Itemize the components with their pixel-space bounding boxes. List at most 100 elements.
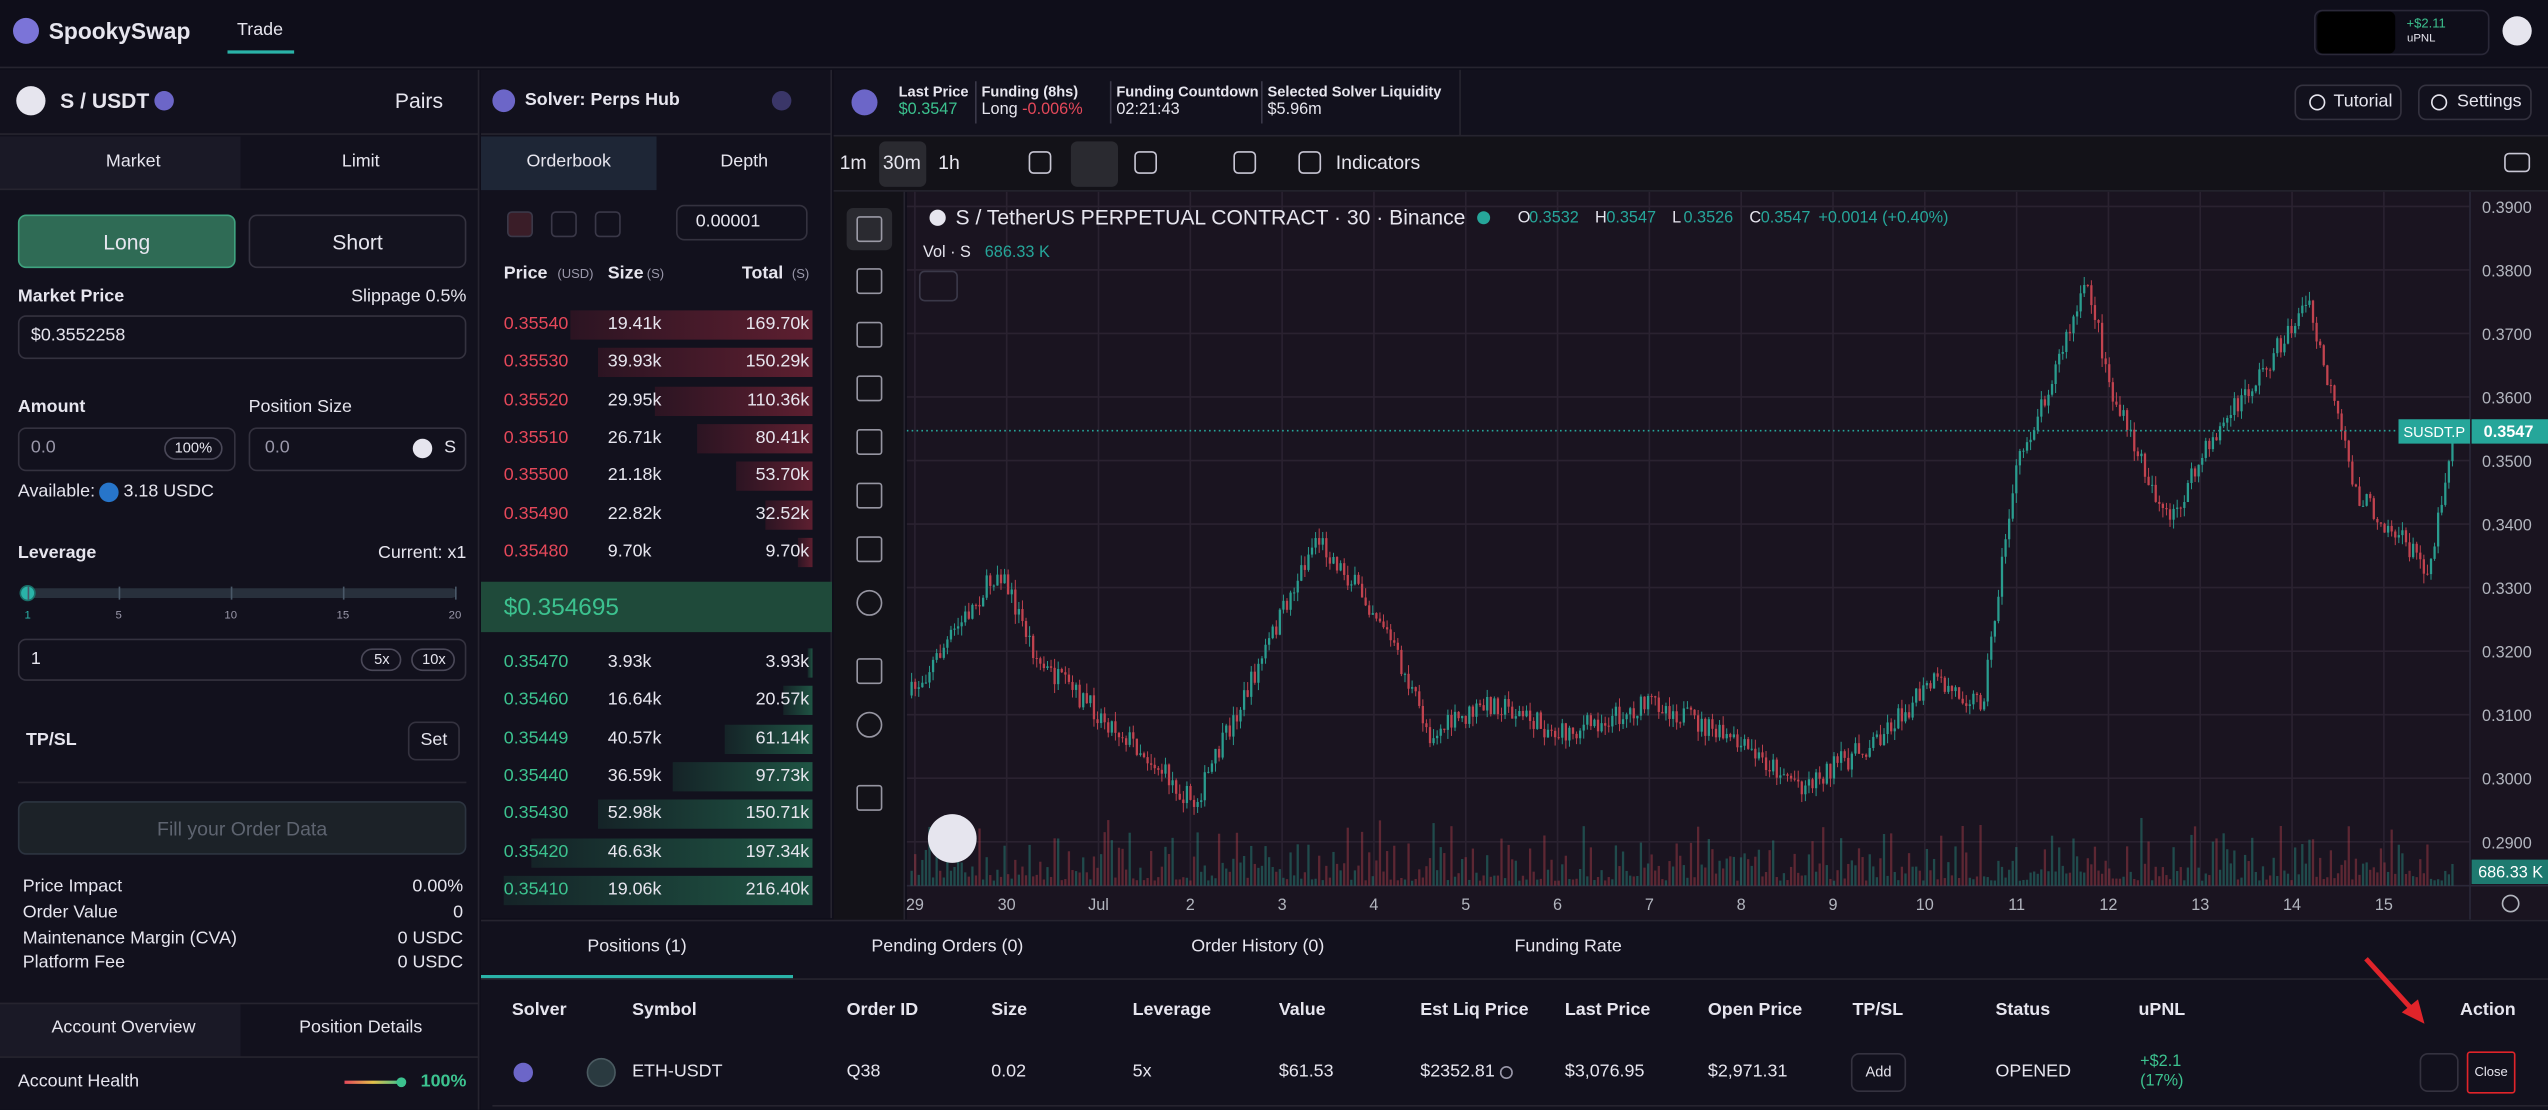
tool-icon[interactable]	[856, 321, 883, 348]
long-button[interactable]	[17, 214, 236, 269]
volume-bar	[1096, 867, 1099, 886]
volume-bar	[964, 872, 967, 886]
view-toggle[interactable]	[594, 211, 621, 238]
tick-size-select[interactable]	[676, 204, 808, 241]
candle-body	[1911, 702, 1914, 718]
positions-tab[interactable]: Order History (0)	[1191, 936, 1325, 957]
view-toggle[interactable]	[507, 211, 533, 238]
volume-bar	[1300, 878, 1303, 886]
available-label: Available:	[17, 481, 96, 502]
volume-bar	[1882, 834, 1886, 886]
tool-icon[interactable]	[856, 375, 883, 402]
slippage[interactable]: Slippage 0.5%	[351, 286, 467, 307]
details-tab[interactable]: Position Details	[299, 1018, 423, 1038]
row-symbol-icon	[586, 1057, 616, 1088]
chart-type-active[interactable]	[1070, 141, 1118, 187]
tool-icon[interactable]	[856, 784, 883, 811]
upnl-box[interactable]	[2314, 9, 2490, 56]
solver[interactable]: Solver: Perps Hub	[524, 90, 680, 110]
depth-bar	[673, 761, 813, 792]
leverage-track[interactable]	[27, 588, 457, 598]
summary-value: 0	[453, 902, 464, 922]
positions-tab[interactable]: Positions (1)	[587, 936, 687, 957]
ob-header: Total	[741, 264, 784, 284]
mid-row	[481, 581, 832, 633]
candle-body	[2172, 508, 2175, 520]
volume-bar	[2315, 876, 2318, 886]
candle-body	[1214, 748, 1217, 764]
volume-bar	[1221, 862, 1224, 886]
tool-icon[interactable]	[856, 589, 883, 616]
volume-bar	[2040, 869, 2043, 886]
tool-icon[interactable]	[856, 711, 883, 738]
interval[interactable]: 30m	[882, 151, 921, 174]
tool-icon[interactable]	[856, 482, 883, 509]
candle-body	[971, 604, 974, 619]
settings-button[interactable]	[2418, 84, 2532, 121]
add-tpsl-button[interactable]	[1850, 1053, 1907, 1092]
nav-trade[interactable]: Trade	[236, 20, 284, 40]
preset-5x[interactable]	[360, 648, 402, 672]
candle-body	[1915, 688, 1918, 703]
toolbar-icon[interactable]	[1298, 151, 1322, 174]
account-tab[interactable]: Account Overview	[51, 1018, 196, 1038]
toolbar-icon[interactable]	[1233, 151, 1257, 174]
candle-body	[1014, 589, 1017, 615]
price-chart[interactable]: 0.3900 0.3800 0.3700 0.3600 0.3500 0.3400 0.33…	[906, 191, 2548, 920]
cell-upnl: +$2.1	[2140, 1053, 2182, 1071]
volume-bar	[1596, 877, 1600, 886]
tool-icon[interactable]	[856, 429, 883, 455]
candle-body	[1446, 714, 1450, 730]
amount-input[interactable]	[17, 427, 236, 472]
share-button[interactable]	[2419, 1053, 2459, 1092]
limit-tab[interactable]: Limit	[341, 151, 380, 172]
toolbar-icon[interactable]	[1028, 151, 1052, 174]
tool-icon[interactable]	[856, 658, 883, 685]
orderbook-tab[interactable]: Orderbook	[526, 151, 611, 172]
camera-icon[interactable]	[2504, 152, 2531, 173]
short-button[interactable]	[248, 214, 467, 269]
volume-bar	[1521, 875, 1525, 886]
tool-icon[interactable]	[856, 268, 883, 295]
leverage-input[interactable]	[17, 638, 467, 681]
candle-body	[1904, 712, 1907, 722]
candle-body	[2100, 322, 2104, 359]
stat-divider	[1109, 81, 1112, 124]
volume-bar	[1689, 842, 1693, 886]
tpsl-set[interactable]	[407, 721, 460, 761]
amount-pct-badge[interactable]	[164, 437, 223, 460]
volume-bar	[1046, 867, 1049, 886]
positions-tab[interactable]: Funding Rate	[1514, 936, 1622, 957]
candle-body	[1393, 640, 1396, 643]
leverage-tick	[118, 586, 121, 600]
candle-body	[1318, 538, 1321, 545]
preset-10x[interactable]	[411, 648, 455, 672]
candle-body	[1489, 696, 1492, 715]
tutorial-button[interactable]	[2294, 84, 2402, 121]
toolbar-icon[interactable]	[1134, 151, 1157, 174]
volume-bar	[1982, 876, 1986, 886]
volume-bar	[1321, 880, 1324, 886]
ob-size: 19.06k	[607, 879, 662, 900]
indicators[interactable]: Indicators	[1335, 151, 1421, 174]
volume-bar	[1482, 875, 1485, 886]
volume-bar	[1246, 877, 1249, 886]
interval[interactable]: 1h	[938, 151, 960, 174]
candle-body	[1979, 695, 1982, 710]
close-button[interactable]	[2466, 1051, 2516, 1094]
positions-tab[interactable]: Pending Orders (0)	[871, 936, 1024, 957]
tool-icon[interactable]	[856, 536, 883, 563]
column-header: Value	[1278, 1000, 1326, 1020]
market-tab[interactable]: Market	[105, 151, 161, 172]
candle-body	[1385, 627, 1389, 630]
interval[interactable]: 1m	[839, 151, 867, 174]
pairs-button[interactable]: Pairs	[394, 88, 444, 113]
depth-tab[interactable]: Depth	[720, 151, 769, 172]
position-size-input[interactable]	[248, 427, 467, 472]
tool-icon[interactable]	[856, 216, 883, 243]
candle-body	[2047, 394, 2050, 406]
candle-body	[1110, 721, 1113, 733]
view-toggle[interactable]	[550, 211, 577, 238]
volume-bar	[1175, 879, 1178, 886]
submit-button[interactable]	[17, 801, 467, 855]
